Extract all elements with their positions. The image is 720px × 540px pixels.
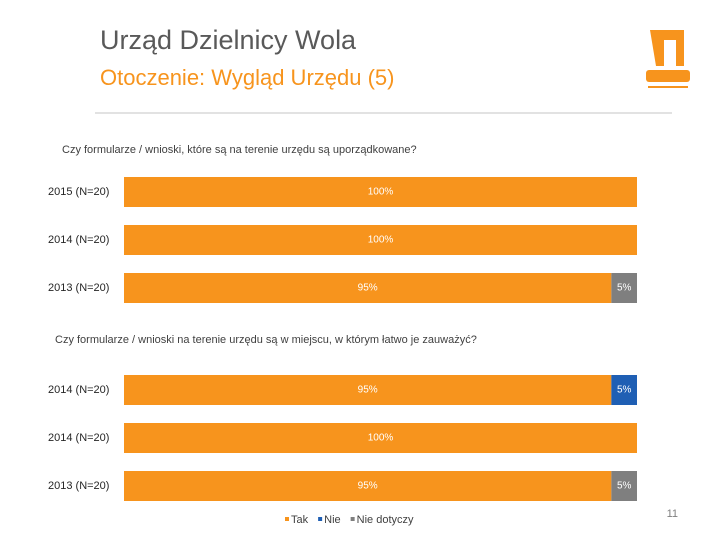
bar-segment [611,273,637,303]
chart-question: Czy formularze / wnioski na terenie urzę… [55,334,477,346]
chart-question: Czy formularze / wnioski, które są na te… [62,144,417,156]
value-label: 95% [358,283,378,294]
value-label: 5% [617,283,632,294]
value-label: 100% [368,187,394,198]
category-label: 2014 (N=20) [48,384,109,396]
value-label: 5% [617,385,632,396]
value-label: 95% [358,481,378,492]
logo [646,30,690,88]
bar-segment [124,423,637,453]
legend-label: Nie dotyczy [357,514,414,526]
category-label: 2015 (N=20) [48,186,109,198]
category-label: 2013 (N=20) [48,480,109,492]
slide-subtitle: Otoczenie: Wygląd Urzędu (5) [100,65,394,90]
value-label: 100% [368,433,394,444]
bar-segment [124,471,612,501]
category-label: 2014 (N=20) [48,234,109,246]
bar-segment [124,375,612,405]
bar-segment [124,225,637,255]
legend-label: Tak [291,514,309,526]
page-number: 11 [667,508,678,520]
bar-segment [124,177,637,207]
slide-title: Urząd Dzielnicy Wola [100,25,357,55]
legend-swatch [285,517,289,521]
legend-swatch [318,517,323,521]
value-label: 95% [358,385,378,396]
bar-segment [611,375,637,405]
category-label: 2013 (N=20) [48,282,109,294]
legend-label: Nie [324,514,341,526]
bar-segment [124,273,612,303]
category-label: 2014 (N=20) [48,432,109,444]
value-label: 100% [368,235,394,246]
bar-segment [611,471,637,501]
value-label: 5% [617,481,632,492]
legend-swatch [350,517,355,521]
